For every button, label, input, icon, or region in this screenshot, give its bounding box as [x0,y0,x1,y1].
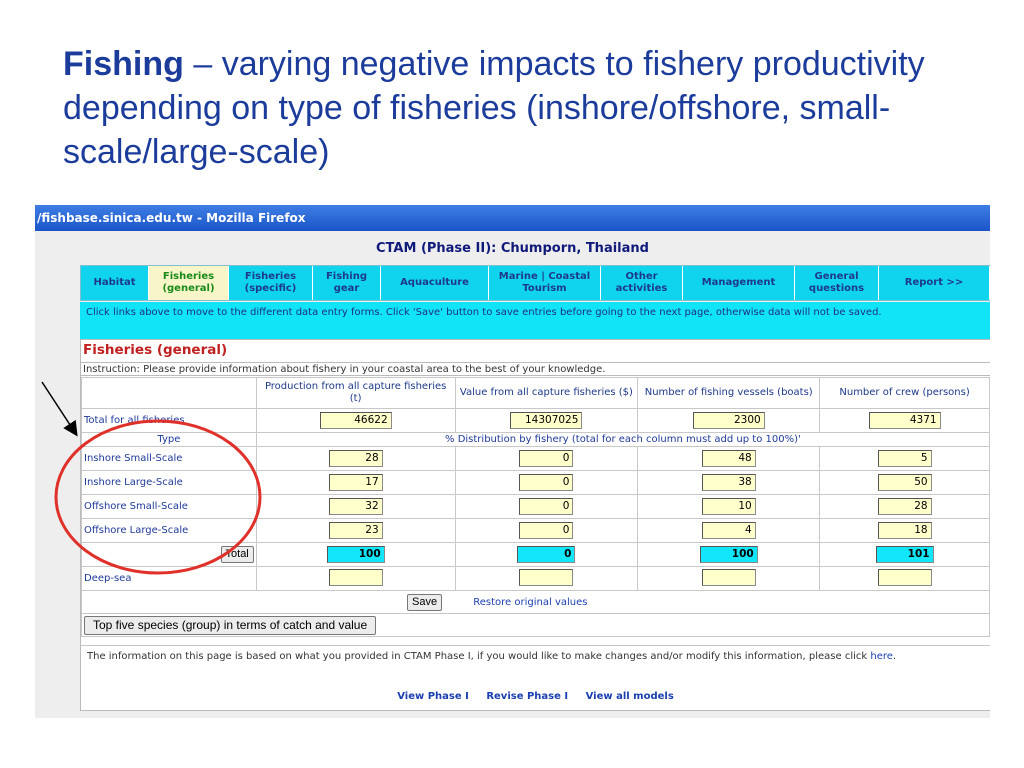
here-link[interactable]: here [870,651,893,662]
tab-other-activities[interactable]: Other activities [601,266,683,300]
tab-management[interactable]: Management [683,266,795,300]
distribution-input[interactable]: 5 [877,450,932,467]
form-panel: Fisheries (general) Instruction: Please … [80,339,990,711]
view-phase-1-link[interactable]: View Phase I [397,691,469,702]
distribution-input[interactable]: 0 [519,474,574,491]
row-label: Inshore Large-Scale [81,470,257,495]
tab-fisheries-specific[interactable]: Fisheries (specific) [229,266,313,300]
header-empty [81,377,257,409]
restore-link[interactable]: Restore original values [473,596,588,608]
table-row: Offshore Large-Scale 23 0 4 18 [81,518,990,543]
distribution-input[interactable]: 17 [328,474,383,491]
tab-fisheries-general[interactable]: Fisheries (general) [149,266,229,300]
type-header-row: Type % Distribution by fishery (total fo… [81,432,990,447]
totals-label: Total for all fisheries [81,408,257,433]
total-output: 101 [875,546,934,563]
fisheries-table: Production from all capture fisheries (t… [81,377,990,637]
instruction-text: Instruction: Please provide information … [81,362,990,376]
distribution-input[interactable]: 0 [519,498,574,515]
distribution-input[interactable]: 32 [328,498,383,515]
row-label: Offshore Small-Scale [81,494,257,519]
deep-sea-input[interactable] [701,568,756,586]
window-title: /fishbase.sinica.edu.tw - Mozilla Firefo… [35,205,990,231]
deep-sea-row: Deep-sea [81,566,990,591]
distribution-input[interactable]: 0 [519,450,574,467]
table-header-row: Production from all capture fisheries (t… [81,377,990,409]
page-content: CTAM (Phase II): Chumporn, Thailand Habi… [35,231,990,718]
tab-marine-coastal-tourism[interactable]: Marine | Coastal Tourism [489,266,601,300]
app-title: CTAM (Phase II): Chumporn, Thailand [376,241,649,256]
slide-title-bold: Fishing [63,45,184,83]
total-button[interactable]: Total [220,546,254,563]
footer-info: The information on this page is based on… [81,645,990,710]
col-vessels-header: Number of fishing vessels (boats) [637,377,821,409]
tab-habitat[interactable]: Habitat [81,266,149,300]
footer-period: . [892,651,897,662]
distribution-input[interactable]: 28 [877,498,932,515]
save-button[interactable]: Save [407,593,443,611]
top-species-button[interactable]: Top five species (group) in terms of cat… [84,615,377,635]
distribution-input[interactable]: 50 [877,474,932,491]
table-row: Offshore Small-Scale 32 0 10 28 [81,494,990,519]
tab-fishing-gear[interactable]: Fishing gear [313,266,381,300]
total-value-input[interactable]: 14307025 [510,412,583,429]
slide-title: Fishing – varying negative impacts to fi… [63,42,963,174]
footer-text: The information on this page is based on… [87,651,871,662]
table-row: Inshore Large-Scale 17 0 38 50 [81,470,990,495]
distribution-input[interactable]: 18 [877,522,932,539]
tab-report[interactable]: Report >> [879,266,990,300]
total-vessels-input[interactable]: 2300 [692,412,765,429]
revise-phase-1-link[interactable]: Revise Phase I [486,691,569,702]
total-output: 100 [699,546,758,563]
distribution-input[interactable]: 48 [701,450,756,467]
total-production-input[interactable]: 46622 [319,412,392,429]
slide-title-rest: – varying negative impacts to fishery pr… [63,45,925,171]
totals-row: Total for all fisheries 46622 14307025 2… [81,408,990,433]
view-all-models-link[interactable]: View all models [585,691,674,702]
distribution-input[interactable]: 0 [519,522,574,539]
tab-general-questions[interactable]: General questions [795,266,879,300]
distribution-input[interactable]: 28 [328,450,383,467]
deep-sea-input[interactable] [328,568,383,586]
species-row: Top five species (group) in terms of cat… [81,613,990,637]
total-output: 100 [326,546,385,563]
row-label: Deep-sea [81,566,257,591]
distribution-input[interactable]: 38 [701,474,756,491]
total-row: Total 100 0 100 101 [81,542,990,567]
deep-sea-input[interactable] [877,568,932,586]
notice-text: Click links above to move to the differe… [80,302,990,339]
table-row: Inshore Small-Scale 28 0 48 5 [81,446,990,471]
row-label: Offshore Large-Scale [81,518,257,543]
col-crew-header: Number of crew (persons) [819,377,990,409]
total-crew-input[interactable]: 4371 [868,412,941,429]
distribution-input[interactable]: 4 [701,522,756,539]
tab-bar: Habitat Fisheries (general) Fisheries (s… [80,265,990,301]
distribution-input[interactable]: 10 [701,498,756,515]
section-title: Fisheries (general) [83,342,228,358]
col-value-header: Value from all capture fisheries ($) [454,377,639,409]
col-production-header: Production from all capture fisheries (t… [255,377,456,409]
tab-aquaculture[interactable]: Aquaculture [381,266,489,300]
type-header: Type [81,432,257,447]
row-label: Inshore Small-Scale [81,446,257,471]
total-output: 0 [517,546,576,563]
save-row: Save Restore original values [81,590,990,614]
browser-window: /fishbase.sinica.edu.tw - Mozilla Firefo… [35,205,990,718]
deep-sea-input[interactable] [519,568,574,586]
footer-links: View Phase I Revise Phase I View all mod… [81,690,990,703]
distribution-header: % Distribution by fishery (total for eac… [255,432,990,447]
distribution-input[interactable]: 23 [328,522,383,539]
